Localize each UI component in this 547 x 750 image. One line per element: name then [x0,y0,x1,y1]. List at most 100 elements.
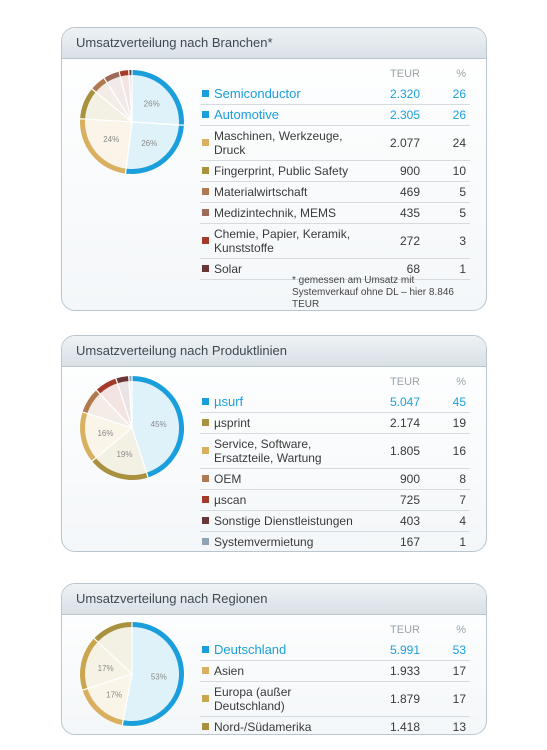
row-teur: 1.879 [389,692,420,706]
pie-separator [128,70,133,123]
row-teur: 167 [399,535,420,549]
pie-pct-label: 45% [151,420,167,429]
row-label: Sonstige Dienstleistungen [214,514,353,528]
table-row: Solar 68 1 [200,259,470,280]
legend-swatch [202,139,209,146]
row-teur: 725 [399,493,420,507]
row-pct: 10 [452,164,466,178]
pie-separator [93,637,133,675]
legend-swatch [202,695,209,702]
table-row: Fingerprint, Public Safety 900 10 [200,161,470,182]
legend-swatch [202,667,209,674]
row-label: Semiconductor [214,86,301,101]
row-teur: 68 [406,262,420,276]
table-row: OEM 900 8 [200,469,470,490]
row-pct: 13 [452,720,466,734]
data-table: TEUR% Semiconductor 2.320 26 Automotive 2.305… [200,66,470,280]
row-teur: 403 [399,514,420,528]
row-teur: 2.077 [389,136,420,150]
row-pct: 17 [452,664,466,678]
table-row: Europa (außer Deutschland) 1.879 17 [200,682,470,717]
legend-swatch [202,475,209,482]
panel-title: Umsatzverteilung nach Regionen [62,584,486,615]
legend-swatch [202,419,209,426]
row-pct: 45 [452,395,466,409]
pie-chart: 45% 19% 16% [79,375,185,481]
pie-pct-label: 19% [116,450,132,459]
row-teur: 2.174 [389,416,420,430]
row-label: Materialwirtschaft [214,185,308,199]
pie-slice-rim [91,457,149,480]
legend-swatch [202,496,209,503]
row-teur: 272 [399,234,420,248]
table-row: Materialwirtschaft 469 5 [200,182,470,203]
data-table: TEUR% µsurf 5.047 45 µsprint 2.174 19 Service, … [200,374,470,551]
table-header: TEUR% [200,622,470,640]
pie-chart: 53% 17% 17% [79,621,185,727]
legend-swatch [202,517,209,524]
table-row: Nord-/Südamerika 1.418 13 [200,717,470,734]
pie-slice-rim [80,411,96,462]
row-pct: 8 [459,472,466,486]
pie-pct-label: 53% [151,673,167,682]
row-pct: 3 [459,234,466,248]
table-row: Semiconductor 2.320 26 [200,84,470,105]
pie-separator [121,673,133,726]
col-teur-header: TEUR [390,376,420,388]
legend-swatch [202,265,209,272]
row-label: Maschinen, Werkzeuge, Druck [214,129,343,157]
row-label: µscan [214,493,247,507]
table-row: µsurf 5.047 45 [200,392,470,413]
row-teur: 5.047 [389,395,420,409]
col-pct-header: % [456,376,466,388]
pie-slice-rim [115,376,130,384]
row-pct: 24 [452,136,466,150]
pie-slice-rim [80,118,127,174]
pie-separator [82,673,133,691]
row-teur: 2.305 [389,108,420,122]
table-row: Systemvermietung 167 1 [200,532,470,551]
pie-separator [124,121,133,174]
table-row: Asien 1.933 17 [200,661,470,682]
pie-separator [82,411,133,429]
table-row: µscan 725 7 [200,490,470,511]
table-row: Medizintechnik, MEMS 435 5 [200,203,470,224]
row-pct: 19 [452,416,466,430]
pie-slice-rim [131,376,184,478]
row-label: OEM [214,472,242,486]
table-row: Maschinen, Werkzeuge, Druck 2.077 24 [200,126,470,161]
pie-separator [95,389,133,429]
pie-pct-label: 17% [98,664,114,673]
pie-chart: 26% 26% 24% [79,69,185,175]
pie-slice-rim [80,88,96,120]
pie-slice-rim [119,70,130,77]
legend-swatch [202,188,209,195]
footnote: * gemessen am Umsatz mit Systemverkauf o… [292,275,454,310]
pie-separator [131,427,149,478]
panel-branchen: Umsatzverteilung nach Branchen* 26% 26% 24… [61,27,487,311]
legend-swatch [202,111,209,118]
row-teur: 1.805 [389,444,420,458]
pie-slice-rim [122,622,184,726]
row-teur: 5.991 [389,643,420,657]
row-teur: 2.320 [389,87,420,101]
legend-swatch [202,237,209,244]
pie-separator [80,118,133,123]
row-label: Chemie, Papier, Keramik, Kunststoffe [214,227,351,255]
row-label: Fingerprint, Public Safety [214,164,349,178]
row-pct: 17 [452,692,466,706]
row-pct: 16 [452,444,466,458]
pie-pct-label: 26% [144,100,160,109]
row-teur: 469 [399,185,420,199]
legend-swatch [202,723,209,730]
row-pct: 7 [459,493,466,507]
panel-produktlinien: Umsatzverteilung nach Produktlinien 45% 1… [61,335,487,552]
row-label: Asien [214,664,245,678]
row-label: Service, Software, Ersatzteile, Wartung [214,437,322,465]
table-row: Sonstige Dienstleistungen 403 4 [200,511,470,532]
table-row: Service, Software, Ersatzteile, Wartung 1… [200,434,470,469]
table-header: TEUR% [200,374,470,392]
pie-slice-rim [82,390,100,414]
legend-swatch [202,90,209,97]
table-row: Automotive 2.305 26 [200,105,470,126]
